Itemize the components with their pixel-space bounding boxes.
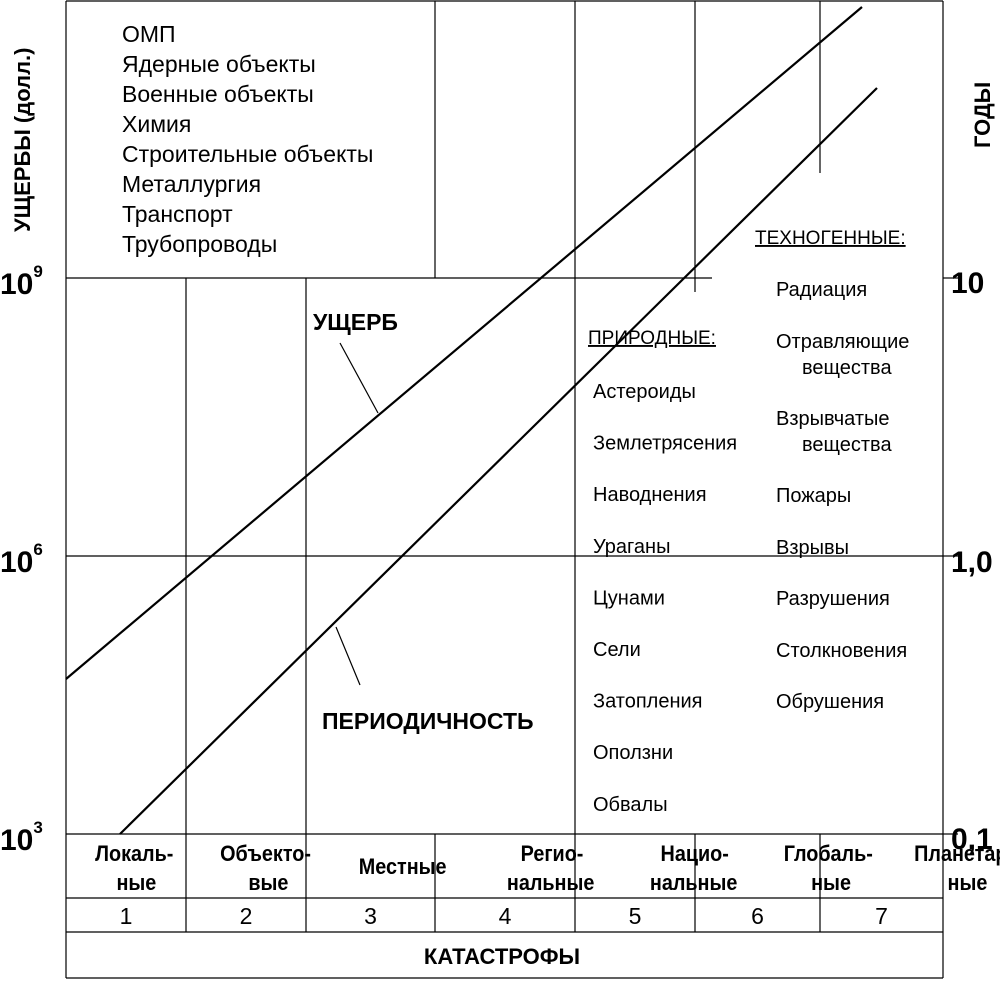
objects-list-item: Строительные объекты xyxy=(122,141,373,167)
technogenic-list-item: Взрывы xyxy=(776,537,849,559)
left-tick-label: 106 xyxy=(0,540,43,579)
objects-list-item: ОМП xyxy=(122,21,176,47)
periodicity-line xyxy=(119,87,878,835)
scale-name: Локаль- xyxy=(95,842,173,866)
objects-list-item: Трубопроводы xyxy=(122,231,277,257)
technogenic-list-line: Радиация xyxy=(776,279,867,301)
scale-name: нальные xyxy=(650,871,738,895)
right-tick-labels: 10 1,0 0,1 xyxy=(951,267,993,856)
scale-row: Локаль-ные 1 Объекто-вые 2 Местные 3 Регио-нал… xyxy=(95,842,1000,929)
scale-name: нальные xyxy=(507,871,595,895)
scale-number: 3 xyxy=(364,903,377,929)
objects-list: ОМП Ядерные объекты Военные объекты Химия Ст… xyxy=(122,21,373,257)
scale-name: ные xyxy=(948,871,988,895)
natural-list-item: Обвалы xyxy=(593,794,668,816)
scale-cell: Нацио-нальные 5 xyxy=(629,842,738,929)
left-tick-labels: 109 106 103 xyxy=(0,262,43,857)
technogenic-list: Радиация Отравляющие вещества Взрывчатые вещ… xyxy=(776,279,909,713)
technogenic-list-line: Разрушения xyxy=(776,588,890,610)
y-right-axis-title: ГОДЫ xyxy=(970,82,995,148)
scale-name: Местные xyxy=(359,855,447,879)
technogenic-list-line: вещества xyxy=(802,434,892,456)
scale-cell: Планетар-ные 7 xyxy=(875,842,1000,929)
scale-name: ные xyxy=(116,871,156,895)
technogenic-list-item: Столкновения xyxy=(776,640,907,662)
y-left-axis-title: УЩЕРБЫ (долл.) xyxy=(10,48,35,233)
scale-number: 1 xyxy=(120,903,133,929)
technogenic-heading: ТЕХНОГЕННЫЕ: xyxy=(755,228,906,249)
natural-heading: ПРИРОДНЫЕ: xyxy=(588,328,716,349)
natural-list-item: Наводнения xyxy=(593,484,707,506)
left-tick-label: 109 xyxy=(0,262,43,301)
natural-list-item: Ураганы xyxy=(593,536,670,558)
natural-list-item: Цунами xyxy=(593,587,665,609)
scale-cell: Локаль-ные 1 xyxy=(95,842,173,929)
technogenic-list-item: Взрывчатые вещества xyxy=(776,408,892,456)
natural-list: Астероиды Землетрясения Наводнения Ураганы Ц… xyxy=(593,381,737,816)
natural-list-item: Сели xyxy=(593,639,641,661)
periodicity-curve-label: ПЕРИОДИЧНОСТЬ xyxy=(322,708,534,734)
scale-cell: Объекто-вые 2 xyxy=(220,842,311,929)
technogenic-list-item: Пожары xyxy=(776,485,851,507)
right-tick-label: 0,1 xyxy=(951,823,993,856)
scale-name: ные xyxy=(811,871,851,895)
objects-list-item: Химия xyxy=(122,111,191,137)
technogenic-list-item: Отравляющие вещества xyxy=(776,331,909,379)
scale-name: Нацио- xyxy=(661,842,729,866)
natural-list-item: Затопления xyxy=(593,691,703,713)
x-axis-title: КАТАСТРОФЫ xyxy=(424,944,580,969)
scale-number: 5 xyxy=(629,903,642,929)
technogenic-list-line: Отравляющие xyxy=(776,331,909,353)
scale-name: вые xyxy=(248,871,288,895)
technogenic-list-line: Взрывчатые xyxy=(776,408,890,430)
damage-leader xyxy=(339,342,379,414)
right-tick-label: 10 xyxy=(951,267,984,300)
periodicity-leader xyxy=(335,626,361,686)
technogenic-list-item: Радиация xyxy=(776,279,867,301)
objects-list-item: Военные объекты xyxy=(122,81,314,107)
curves xyxy=(65,6,878,835)
scale-number: 2 xyxy=(240,903,253,929)
technogenic-list-line: Пожары xyxy=(776,485,851,507)
technogenic-list-line: Обрушения xyxy=(776,691,884,713)
damage-curve-label: УЩЕРБ xyxy=(313,309,398,335)
objects-list-item: Металлургия xyxy=(122,171,261,197)
scale-cell: Местные 3 xyxy=(359,855,447,929)
technogenic-list-item: Разрушения xyxy=(776,588,890,610)
scale-cell: Регио-нальные 4 xyxy=(499,842,595,929)
scale-name: Планетар- xyxy=(914,842,1000,866)
technogenic-list-line: Столкновения xyxy=(776,640,907,662)
technogenic-list-item: Обрушения xyxy=(776,691,884,713)
scale-name: Объекто- xyxy=(220,842,311,866)
scale-number: 7 xyxy=(875,903,888,929)
damage-line xyxy=(65,6,863,680)
scale-number: 6 xyxy=(751,903,764,929)
objects-list-item: Транспорт xyxy=(122,201,233,227)
scale-cell: Глобаль-ные 6 xyxy=(751,842,873,929)
scale-name: Глобаль- xyxy=(784,842,873,866)
technogenic-list-line: вещества xyxy=(802,357,892,379)
natural-list-item: Астероиды xyxy=(593,381,696,403)
right-tick-label: 1,0 xyxy=(951,546,993,579)
technogenic-list-line: Взрывы xyxy=(776,537,849,559)
natural-list-item: Оползни xyxy=(593,742,673,764)
objects-list-item: Ядерные объекты xyxy=(122,51,316,77)
scale-number: 4 xyxy=(499,903,512,929)
left-tick-label: 103 xyxy=(0,818,43,857)
natural-list-item: Землетрясения xyxy=(593,433,737,455)
scale-name: Регио- xyxy=(521,842,584,866)
